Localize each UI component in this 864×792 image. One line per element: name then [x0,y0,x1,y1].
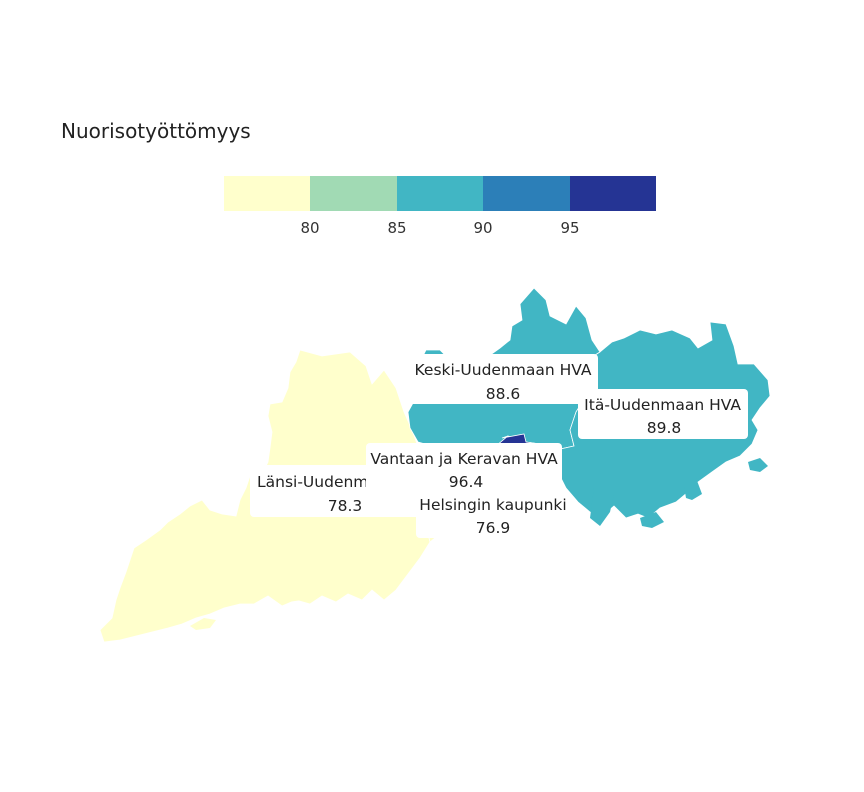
label-vantaa-kerava-name: Vantaan ja Keravan HVA [370,450,558,468]
legend-swatch-4 [483,176,570,211]
label-ita-uusimaa-name: Itä-Uudenmaan HVA [584,396,741,414]
legend-swatch-3 [396,176,484,211]
label-ita-uusimaa: Itä-Uudenmaan HVA 89.8 [578,389,748,439]
label-helsinki-name: Helsingin kaupunki [419,496,566,514]
label-keski-uusimaa: Keski-Uudenmaan HVA 88.6 [408,354,598,404]
legend-swatch-2 [310,176,397,211]
label-helsinki-box [416,490,570,538]
legend-tick-85: 85 [387,219,407,237]
legend-tick-90: 90 [473,219,493,237]
region-lansi-uusimaa-islet-2[interactable] [190,618,216,630]
legend-tick-95: 95 [560,219,580,237]
legend-tick-80: 80 [300,219,320,237]
label-lansi-uusimaa-value: 78.3 [328,497,363,515]
label-ita-uusimaa-value: 89.8 [647,419,682,437]
label-keski-uusimaa-name: Keski-Uudenmaan HVA [415,361,592,379]
legend-swatch-1 [224,176,311,211]
label-helsinki-value: 76.9 [476,519,511,537]
map-title: Nuorisotyöttömyys [61,119,251,143]
label-lansi-uusimaa-name: Länsi-Uudenmaan HVA [257,473,434,491]
region-ita-uusimaa-islet-1[interactable] [590,480,614,526]
region-ita-uusimaa-islet-4[interactable] [748,458,768,472]
label-keski-uusimaa-value: 88.6 [486,385,521,403]
region-ita-uusimaa-islet-2[interactable] [640,512,664,528]
label-keski-uusimaa-box [408,354,598,404]
label-vantaa-kerava: Vantaan ja Keravan HVA 96.4 [366,443,562,491]
region-lansi-uusimaa-islet-1[interactable] [286,584,314,602]
color-legend [224,176,657,211]
region-ita-uusimaa-islet-3[interactable] [684,478,702,500]
legend-swatch-5 [569,176,657,211]
label-helsinki: Helsingin kaupunki 76.9 [416,490,570,538]
label-ita-uusimaa-box [578,389,748,439]
label-vantaa-kerava-value: 96.4 [449,473,484,491]
label-vantaa-kerava-box [366,443,562,491]
